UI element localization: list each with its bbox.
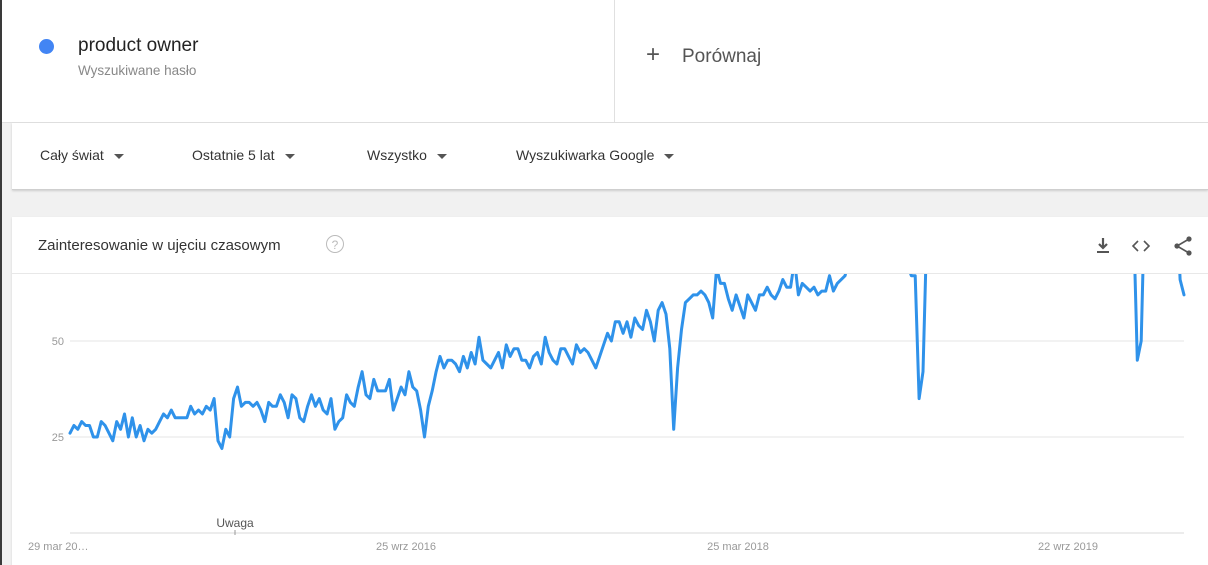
note-label[interactable]: Uwaga	[216, 516, 254, 530]
chevron-down-icon	[436, 153, 447, 159]
compare-button[interactable]: + Porównaj	[616, 0, 1206, 122]
card-title: Zainteresowanie w ujęciu czasowym	[38, 237, 281, 254]
question-circle-icon[interactable]: ?	[326, 235, 344, 253]
y-tick-label: 25	[52, 432, 64, 444]
chevron-down-icon	[664, 153, 675, 159]
search-type-filter[interactable]: Wyszukiwarka Google	[516, 147, 675, 163]
filter-bar: Cały świat Ostatnie 5 lat Wszystko Wyszu…	[12, 123, 1208, 190]
region-filter-label: Cały świat	[40, 147, 104, 163]
search-term-subtitle: Wyszukiwane hasło	[78, 63, 197, 78]
interest-over-time-card: Zainteresowanie w ujęciu czasowym ? 1007…	[12, 217, 1208, 565]
x-tick-label: 25 mar 2018	[707, 541, 769, 553]
y-tick-label: 50	[52, 336, 64, 348]
window-border	[0, 0, 2, 565]
region-filter[interactable]: Cały świat	[40, 147, 124, 163]
search-terms-panel: product owner Wyszukiwane hasło + Porówn…	[2, 0, 1208, 123]
share-icon[interactable]	[1172, 235, 1194, 257]
category-filter-label: Wszystko	[367, 147, 427, 163]
x-tick-label: 29 mar 20…	[28, 541, 89, 553]
compare-label: Porównaj	[682, 46, 762, 67]
search-term-name[interactable]: product owner	[78, 35, 199, 56]
card-header: Zainteresowanie w ujęciu czasowym ?	[12, 217, 1208, 274]
time-range-filter-label: Ostatnie 5 lat	[192, 147, 275, 163]
search-type-filter-label: Wyszukiwarka Google	[516, 147, 655, 163]
category-filter[interactable]: Wszystko	[367, 147, 447, 163]
x-tick-label: 25 wrz 2016	[376, 541, 436, 553]
code-embed-icon[interactable]	[1130, 235, 1152, 257]
time-range-filter[interactable]: Ostatnie 5 lat	[192, 147, 295, 163]
x-tick-label: 22 wrz 2019	[1038, 541, 1098, 553]
series-line-product-owner	[68, 274, 1186, 450]
download-icon[interactable]	[1092, 235, 1114, 257]
chevron-down-icon	[113, 153, 124, 159]
search-term-card[interactable]: product owner Wyszukiwane hasło	[2, 0, 615, 122]
term-color-dot	[39, 39, 54, 54]
chevron-down-icon	[284, 153, 295, 159]
plus-icon: +	[646, 41, 661, 68]
